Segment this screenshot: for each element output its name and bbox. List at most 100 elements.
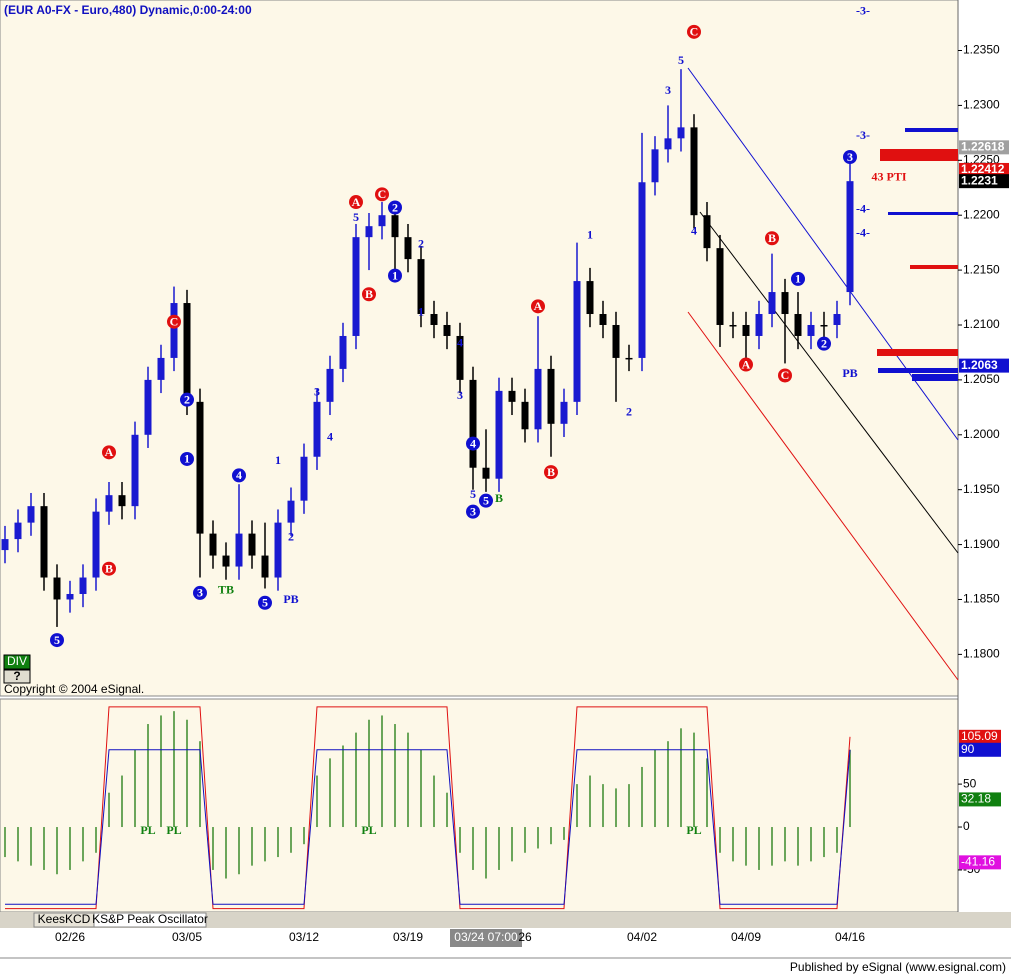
wave-label: 5 [470,487,476,501]
candle-body [742,324,750,336]
wave-label: 3 [197,586,203,600]
help-button[interactable] [3,669,31,684]
candle-body [131,434,139,507]
wave-marker [167,314,181,329]
wave-label: 3 [457,388,463,402]
candle-body [729,324,737,327]
channel-line [687,311,959,681]
value-marker: 90 [961,742,975,756]
candle-body [521,401,529,430]
x-tick-label: 04/02 [627,930,657,944]
tab-label[interactable]: KeesKCD [38,912,91,926]
wave-label: 5 [262,596,268,610]
candle-body [274,522,282,578]
help-label[interactable]: ? [13,669,20,683]
wave-marker [791,271,805,286]
candle-body [27,506,35,523]
x-tick-label: 04/16 [835,930,865,944]
x-tick-label: 26 [518,930,532,944]
candle-body [651,149,659,183]
wave-label: C [170,314,179,328]
candle-body [443,324,451,336]
price-marker: 1.2063 [961,358,998,372]
candle-body [53,577,61,600]
tab-active[interactable] [93,912,207,928]
candle-body [404,237,412,260]
candle-body [573,281,581,402]
candle-body [352,237,360,336]
candle-body [209,533,217,556]
candle-body [365,226,373,238]
candle-body [326,368,334,402]
wave-label: 1 [418,305,424,319]
candle-body [248,533,256,556]
oscillator-panel [0,698,959,913]
wave-marker [544,465,558,480]
price-marker-bg [959,174,1009,189]
wave-label: 5 [483,493,489,507]
div-label[interactable]: DIV [7,654,27,668]
candle-body [703,215,711,249]
wave-label: 1 [275,453,281,467]
value-marker-bg [959,792,1001,807]
candle-body [469,379,477,468]
level-bar [878,368,958,373]
candle-body [716,248,724,325]
candle-body [794,314,802,336]
value-marker-bg [959,742,1001,757]
candle-body [638,182,646,358]
candle-body [300,456,308,501]
wave-label: PB [842,366,857,380]
candle-body [183,303,191,402]
y-tick-label: 0 [963,819,970,833]
wave-label: 2 [418,236,424,250]
candle-body [261,555,269,578]
wave-marker [388,268,402,283]
wave-marker [232,468,246,483]
candle-body [625,357,633,360]
price-marker-bg [959,162,1009,177]
wave-label: 2 [288,530,294,544]
candle-body [430,314,438,325]
candle-body [105,495,113,512]
oscillator-line [5,749,851,905]
y-tick-label: 1.2200 [963,207,1000,221]
x-tick-label: 03/19 [393,930,423,944]
channel-line [699,211,959,554]
wave-label: 3 [847,150,853,164]
candle-body [196,401,204,534]
candle-body [378,215,386,227]
wave-marker [817,336,831,351]
level-bar [912,374,958,381]
wave-label: 2 [392,200,398,214]
div-button[interactable] [3,654,31,670]
candle-body [664,138,672,150]
wave-marker [739,357,753,372]
value-marker-bg [959,729,1001,744]
wave-label: B [547,465,555,479]
tab-label[interactable]: KS&P Peak Oscillator [92,912,208,926]
candle-body [313,401,321,457]
wave-label: 1 [587,228,593,242]
candle-body [508,390,516,402]
candle-body [547,368,555,424]
price-marker: 1.22618 [961,140,1005,154]
wave-marker [531,299,545,314]
pl-label: PL [361,823,376,837]
price-panel [0,0,959,697]
wave-label: 3 [665,83,671,97]
y-tick-label: 1.2100 [963,317,1000,331]
wave-label: 3 [314,385,320,399]
candle-body [14,522,22,540]
candle-body [170,303,178,358]
candle-body [66,593,74,600]
candle-body [222,555,230,567]
y-tick-label: 1.1950 [963,482,1000,496]
wave-label: 2 [184,392,190,406]
x-tick-label: 03/12 [289,930,319,944]
candle-body [833,314,841,325]
wave-marker [102,445,116,460]
candle-body [560,401,568,424]
wave-label: PB [283,592,298,606]
x-tick-label: 04/09 [731,930,761,944]
